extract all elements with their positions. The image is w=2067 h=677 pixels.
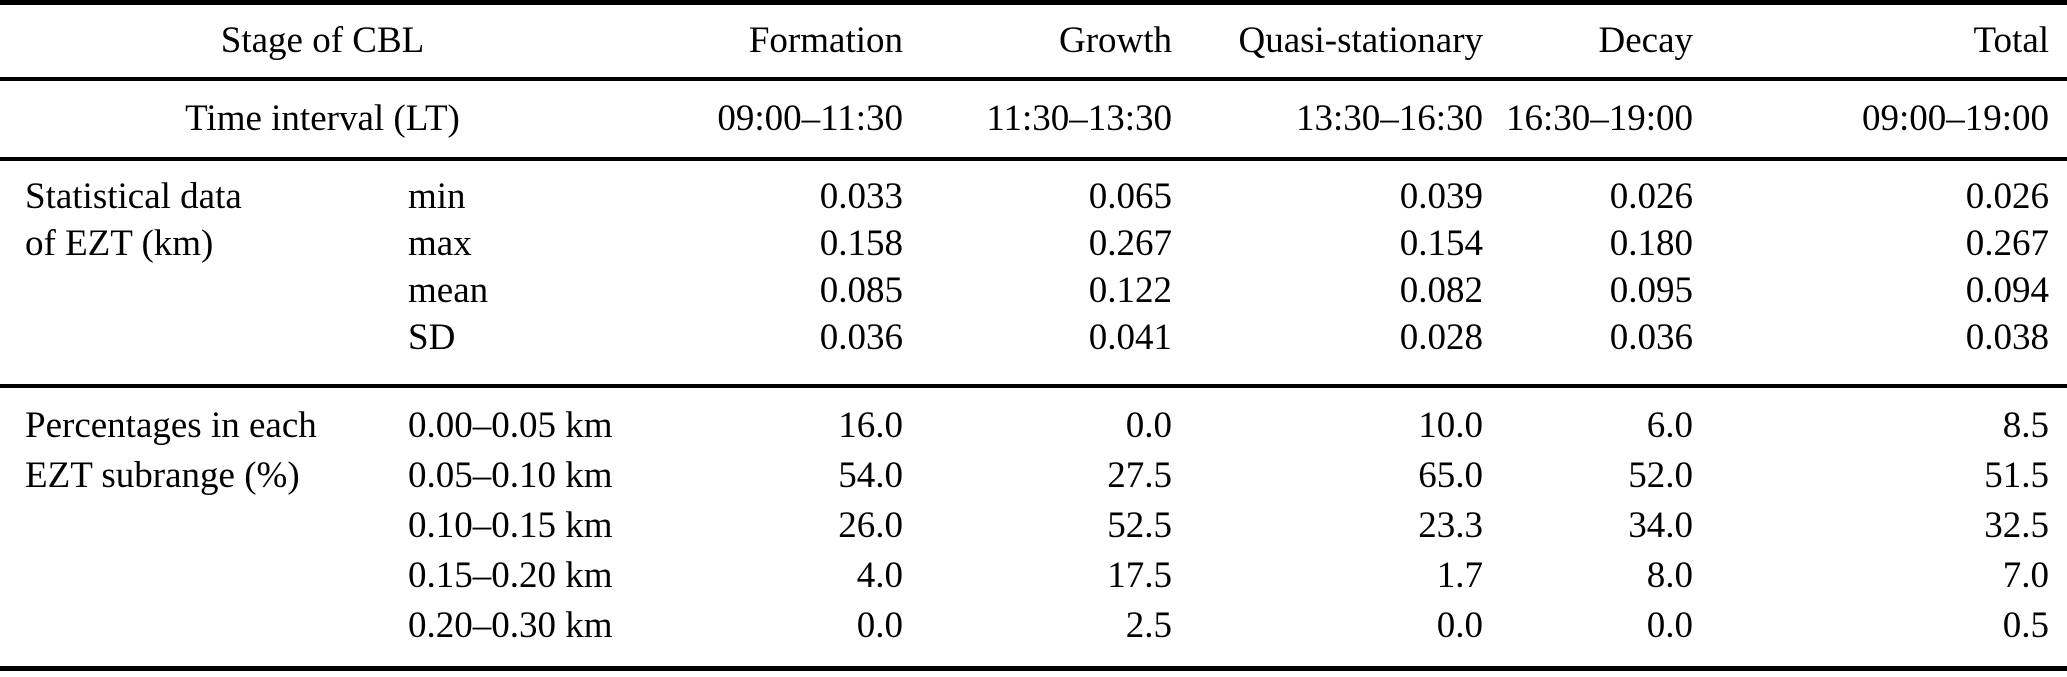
value-cell: 0.036 (1483, 313, 1694, 388)
value-cell: 52.5 (1107, 504, 1173, 546)
stats-label-line2: of EZT (km) (25, 222, 214, 264)
value-cell: 8.0 (1646, 554, 1694, 596)
table-row-subrange-3: 0.10–0.15 km 26.0 52.5 23.3 34.0 32.5 (0, 501, 2067, 551)
stage-header-decay: Decay (1483, 2, 1694, 81)
value-cell: 0.038 (1693, 313, 2067, 388)
row-label-subrange-1: 0.00–0.05 km (408, 404, 613, 446)
value-cell: 0.0 (1436, 604, 1484, 646)
value-cell: 0.267 (1088, 222, 1173, 264)
value-cell: 7.0 (2002, 554, 2050, 596)
value-cell: 1.7 (1436, 554, 1484, 596)
row-label-mean: mean (408, 269, 489, 311)
value-cell: 0.065 (1088, 175, 1173, 217)
stage-header-row: Stage of CBL Formation Growth Quasi-stat… (0, 2, 2067, 81)
time-interval-quasi-stationary: 13:30–16:30 (1172, 78, 1484, 161)
value-cell: 52.0 (1628, 454, 1694, 496)
value-cell: 32.5 (1984, 504, 2050, 546)
time-interval-decay: 16:30–19:00 (1483, 78, 1694, 161)
value-cell: 8.5 (2002, 404, 2050, 446)
value-cell: 0.154 (1399, 222, 1484, 264)
row-label-max: max (408, 222, 472, 264)
row-label-subrange-5: 0.20–0.30 km (408, 604, 613, 646)
value-cell: 51.5 (1984, 454, 2050, 496)
row-label-min: min (408, 175, 466, 217)
table-row-min: Statistical data of EZT (km) min 0.033 0… (0, 158, 2067, 388)
table-row-subrange-4: 0.15–0.20 km 4.0 17.5 1.7 8.0 7.0 (0, 551, 2067, 601)
stage-header-quasi-stationary: Quasi-stationary (1172, 2, 1484, 81)
table-row-mean: mean 0.085 0.122 0.082 0.095 0.094 (0, 267, 2067, 314)
value-cell: 0.122 (1088, 269, 1173, 311)
value-cell: 2.5 (1125, 604, 1173, 646)
value-cell: 0.041 (903, 313, 1173, 388)
value-cell: 65.0 (1418, 454, 1484, 496)
value-cell: 0.028 (1172, 313, 1484, 388)
table-row-subrange-1: Percentages in each EZT subrange (%) 0.0… (0, 385, 2067, 670)
row-label-subrange-2: 0.05–0.10 km (408, 454, 613, 496)
value-cell: 10.0 (1418, 404, 1484, 446)
time-interval-formation: 09:00–11:30 (645, 78, 904, 161)
value-cell: 0.094 (1965, 269, 2050, 311)
table-row-sd: SD 0.036 0.041 0.028 0.036 0.038 (0, 313, 2067, 388)
value-cell: 0.039 (1399, 175, 1484, 217)
value-cell: 0.026 (1609, 175, 1694, 217)
stage-header-total: Total (1693, 2, 2067, 81)
value-cell: 0.180 (1609, 222, 1694, 264)
row-label-sd: SD (390, 313, 646, 388)
value-cell: 0.026 (1965, 175, 2050, 217)
value-cell: 54.0 (838, 454, 904, 496)
value-cell: 27.5 (1107, 454, 1173, 496)
value-cell: 0.033 (819, 175, 904, 217)
time-interval-label: Time interval (LT) (0, 78, 646, 161)
value-cell: 0.036 (645, 313, 904, 388)
value-cell: 4.0 (856, 554, 904, 596)
percentages-section: Percentages in each EZT subrange (%) 0.0… (0, 385, 2067, 670)
pct-section-label: Percentages in each EZT subrange (%) (0, 385, 390, 670)
statistical-data-section: Statistical data of EZT (km) min 0.033 0… (0, 158, 2067, 388)
value-cell: 0.267 (1965, 222, 2050, 264)
time-interval-growth: 11:30–13:30 (903, 78, 1173, 161)
value-cell: 0.082 (1399, 269, 1484, 311)
stage-header-formation: Formation (645, 2, 904, 81)
stage-header-growth: Growth (903, 2, 1173, 81)
pct-label-line2: EZT subrange (%) (25, 454, 300, 496)
pct-label-line1: Percentages in each (25, 404, 317, 446)
table-row-subrange-5: 0.20–0.30 km 0.0 2.5 0.0 0.0 0.5 (0, 601, 2067, 669)
value-cell: 0.5 (2002, 604, 2050, 646)
table-row-subrange-2: 0.05–0.10 km 54.0 27.5 65.0 52.0 51.5 (0, 451, 2067, 501)
time-interval-total: 09:00–19:00 (1693, 78, 2067, 161)
value-cell: 0.158 (819, 222, 904, 264)
value-cell: 0.0 (856, 604, 904, 646)
value-cell: 0.0 (1646, 604, 1694, 646)
value-cell: 0.095 (1609, 269, 1694, 311)
value-cell: 0.085 (819, 269, 904, 311)
value-cell: 6.0 (1646, 404, 1694, 446)
value-cell: 26.0 (838, 504, 904, 546)
row-label-subrange-3: 0.10–0.15 km (408, 504, 613, 546)
value-cell: 34.0 (1628, 504, 1694, 546)
stats-label-line1: Statistical data (25, 175, 242, 217)
row-label-subrange-4: 0.15–0.20 km (408, 554, 613, 596)
table-row-max: max 0.158 0.267 0.154 0.180 0.267 (0, 220, 2067, 267)
value-cell: 23.3 (1418, 504, 1484, 546)
stats-section-label: Statistical data of EZT (km) (0, 158, 390, 388)
value-cell: 17.5 (1107, 554, 1173, 596)
value-cell: 16.0 (838, 404, 904, 446)
stage-of-cbl-header: Stage of CBL (0, 2, 646, 81)
value-cell: 0.0 (1125, 404, 1173, 446)
time-interval-row: Time interval (LT) 09:00–11:30 11:30–13:… (0, 78, 2067, 161)
